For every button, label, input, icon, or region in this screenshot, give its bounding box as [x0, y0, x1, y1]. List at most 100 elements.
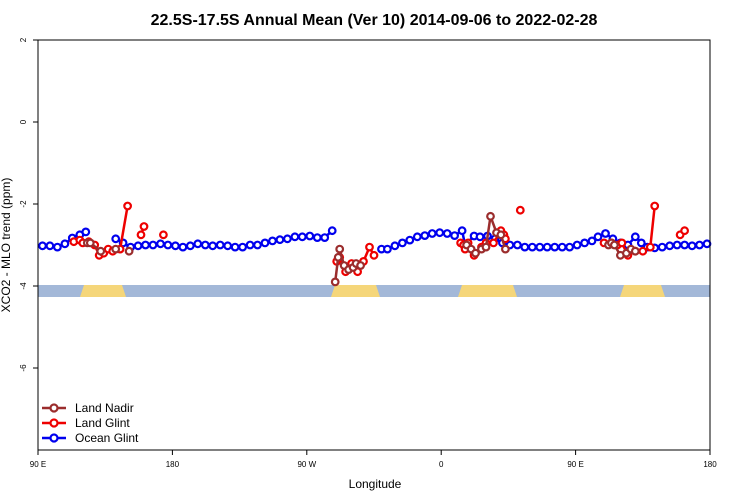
data-point: [124, 246, 134, 256]
data-point: [365, 242, 374, 252]
data-point: [450, 231, 460, 241]
data-point: [275, 235, 285, 245]
data-point: [695, 240, 704, 250]
legend-swatch-marker: [49, 433, 59, 443]
land-patch: [331, 285, 380, 297]
data-point: [657, 242, 667, 252]
data-point: [178, 242, 188, 252]
data-point: [156, 239, 165, 249]
data-point: [527, 242, 537, 252]
data-point: [489, 238, 498, 248]
data-point: [230, 242, 240, 252]
data-point: [601, 229, 610, 238]
data-point: [405, 235, 415, 245]
data-point: [630, 232, 640, 242]
x-tick-label: 180: [703, 460, 717, 469]
legend-entry: Land Glint: [42, 416, 130, 430]
data-point: [420, 231, 430, 241]
data-point: [587, 236, 597, 246]
y-tick-label: 0: [19, 119, 28, 124]
x-tick-label: 90 W: [297, 460, 316, 469]
data-point: [442, 229, 452, 238]
data-point: [253, 240, 262, 250]
data-point: [333, 252, 343, 262]
data-point: [200, 240, 210, 250]
data-point: [535, 242, 545, 252]
plot-frame: [37, 39, 711, 451]
data-point: [630, 246, 640, 256]
series-land-nadir: [82, 211, 640, 287]
data-point: [486, 211, 495, 221]
data-point: [335, 244, 345, 254]
data-point: [38, 241, 47, 251]
y-tick-label: -6: [19, 364, 28, 372]
legend-swatch-marker: [49, 403, 59, 413]
y-axis-label: XCO2 - MLO trend (ppm): [0, 178, 13, 313]
data-point: [617, 238, 627, 248]
data-point: [133, 241, 143, 251]
land-patch: [80, 285, 126, 297]
data-point: [297, 232, 307, 242]
data-point: [170, 241, 180, 251]
data-point: [85, 238, 95, 248]
data-point: [412, 232, 422, 242]
data-point: [638, 246, 648, 256]
data-point: [475, 232, 485, 242]
legend-entry: Land Nadir: [42, 401, 134, 415]
data-point: [136, 230, 146, 240]
data-point: [369, 250, 379, 260]
series-ocean-glint: [38, 226, 712, 254]
data-point: [245, 240, 255, 250]
data-point: [550, 242, 560, 252]
data-point: [81, 227, 91, 237]
data-point: [163, 240, 173, 250]
data-point: [123, 201, 132, 211]
data-point: [185, 241, 195, 251]
x-tick-label: 90 E: [567, 460, 583, 469]
x-axis-ticks: 90 E 180 90 W 0 90 E 180: [30, 450, 717, 469]
data-point: [260, 238, 270, 248]
data-point: [572, 240, 582, 250]
land-patch: [620, 285, 665, 297]
legend-label: Ocean Glint: [75, 431, 139, 445]
data-point: [158, 230, 168, 240]
y-tick-label: 2: [19, 37, 28, 42]
data-point: [141, 240, 150, 250]
data-point: [45, 241, 55, 251]
data-point: [283, 234, 292, 244]
legend-entry: Ocean Glint: [42, 431, 139, 445]
data-point: [665, 241, 675, 251]
data-point: [542, 242, 552, 252]
data-point: [501, 244, 510, 254]
y-axis-ticks: 2 0 -2 -4 -6: [19, 37, 38, 372]
data-point: [238, 242, 248, 252]
data-point: [290, 232, 300, 242]
data-point: [223, 241, 233, 251]
data-point: [515, 205, 525, 215]
data-point: [193, 239, 203, 249]
data-point: [305, 231, 315, 241]
data-point: [320, 233, 330, 243]
x-tick-label: 180: [166, 460, 180, 469]
data-point: [680, 240, 689, 250]
data-point: [111, 234, 121, 244]
data-point: [356, 261, 366, 270]
data-point: [398, 238, 407, 248]
data-point: [268, 236, 277, 246]
data-point: [650, 201, 660, 211]
data-point: [636, 238, 646, 248]
data-point: [593, 232, 603, 242]
land-patch: [507, 285, 514, 297]
y-tick-label: -4: [19, 282, 28, 290]
data-point: [471, 248, 480, 258]
legend-label: Land Glint: [75, 416, 130, 430]
data-point: [96, 246, 106, 256]
data-point: [513, 240, 522, 250]
data-point: [53, 242, 62, 252]
data-point: [390, 241, 400, 251]
data-point: [208, 241, 218, 251]
data-point: [580, 238, 589, 248]
data-point: [702, 239, 712, 249]
x-tick-label: 0: [439, 460, 444, 469]
